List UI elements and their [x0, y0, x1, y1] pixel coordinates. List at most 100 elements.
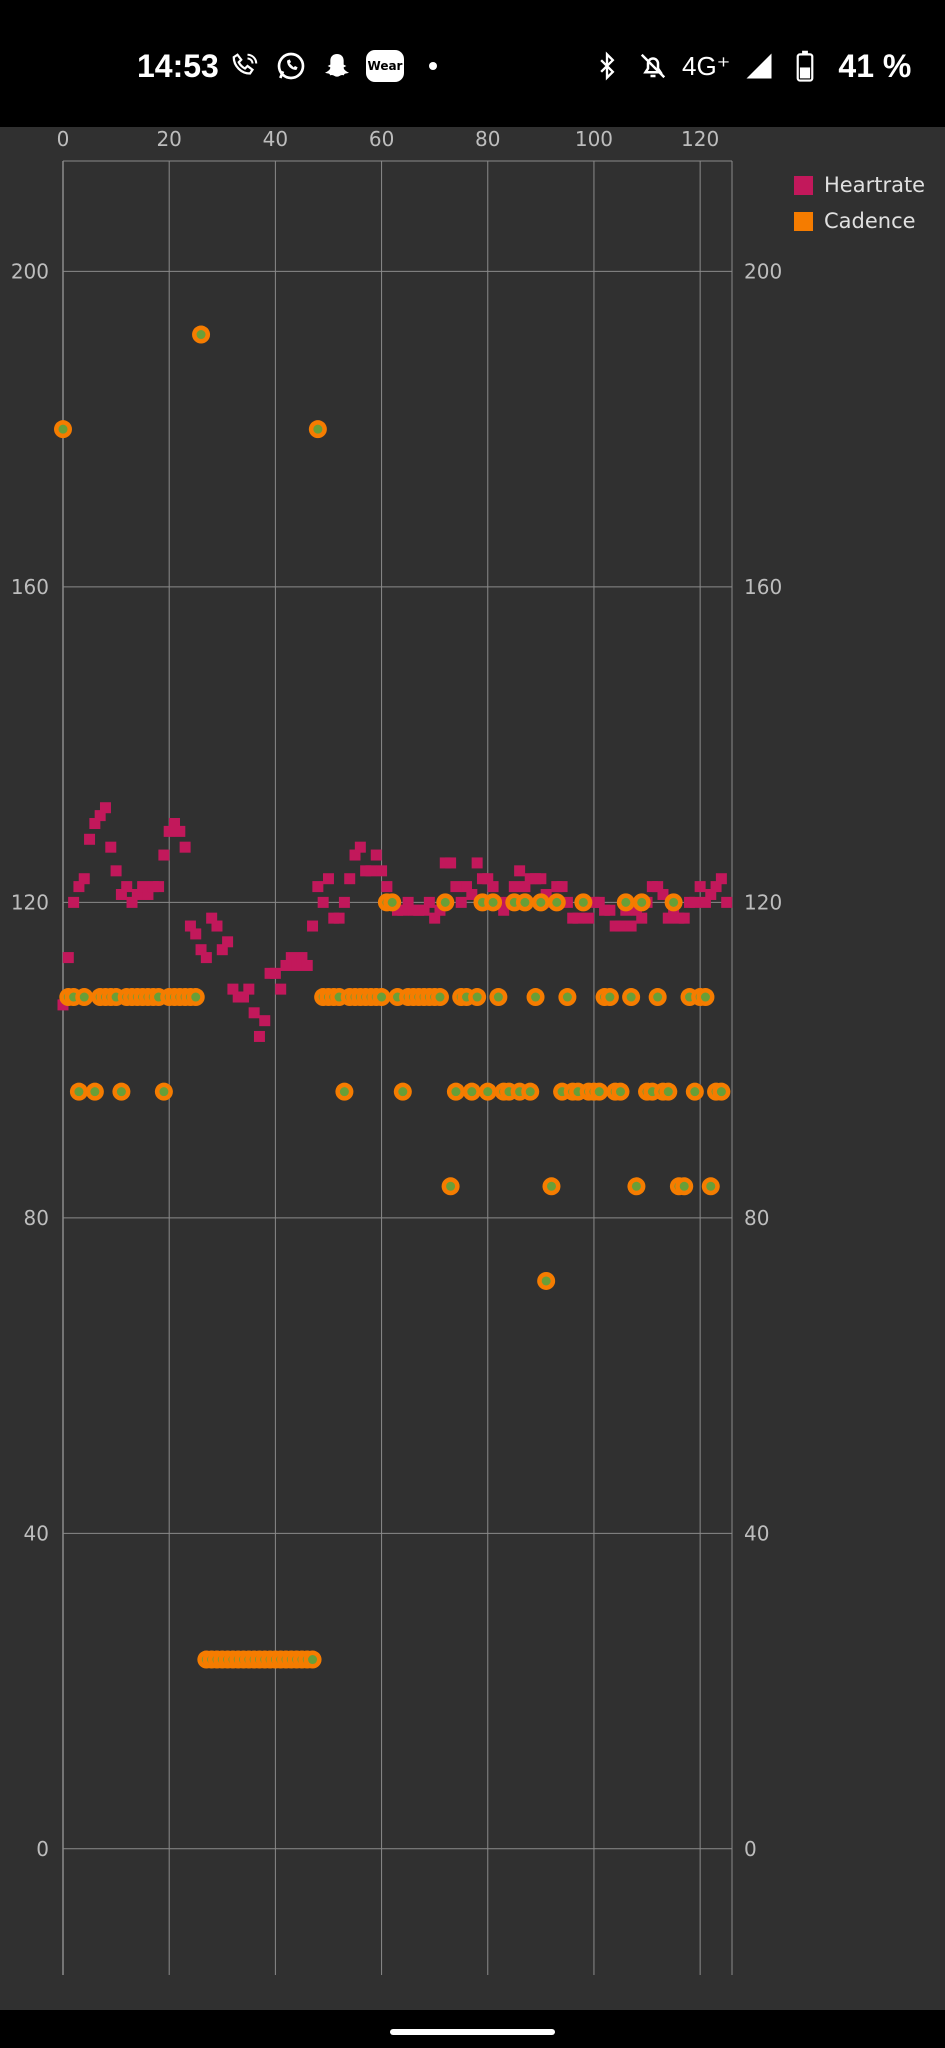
heartrate-point: [710, 881, 722, 893]
cadence-point: [192, 325, 211, 344]
heartrate-point: [338, 896, 350, 908]
heartrate-point: [354, 841, 366, 853]
cadence-point-center: [440, 897, 450, 907]
cadence-point: [675, 1177, 694, 1196]
heartrate-point: [216, 944, 228, 956]
heartrate-point: [678, 912, 690, 924]
heartrate-point: [402, 896, 414, 908]
heartrate-point: [423, 896, 435, 908]
cadence-point: [372, 988, 391, 1007]
heartrate-point: [121, 881, 133, 893]
x-tick-label: 80: [475, 127, 500, 151]
cadence-point-center: [446, 1181, 456, 1191]
cadence-point: [574, 893, 593, 912]
heartrate-point: [312, 881, 324, 893]
signal-icon: [742, 49, 776, 83]
heartrate-point: [200, 952, 212, 964]
cadence-point: [154, 1082, 173, 1101]
heartrate-point: [445, 857, 457, 869]
heartrate-point: [62, 952, 74, 964]
cadence-point-center: [116, 1087, 126, 1097]
cadence-point-center: [621, 897, 631, 907]
heartrate-point: [195, 944, 207, 956]
heartrate-point: [84, 833, 96, 845]
y-tick-label-left: 40: [24, 1521, 49, 1545]
heartrate-point: [556, 881, 568, 893]
y-tick-label-right: 0: [744, 1837, 757, 1861]
heartrate-point: [269, 967, 281, 979]
heartrate-point: [593, 896, 605, 908]
y-tick-label-left: 120: [11, 890, 49, 914]
cadence-point-center: [594, 1087, 604, 1097]
heartrate-point: [482, 873, 494, 885]
heartrate-point: [535, 873, 547, 885]
cadence-point-center: [525, 1087, 535, 1097]
heartrate-point: [381, 881, 393, 893]
cadence-point: [600, 988, 619, 1007]
cadence-point-center: [493, 992, 503, 1002]
cadence-point-center: [483, 1087, 493, 1097]
cadence-point-center: [196, 330, 206, 340]
x-tick-label: 40: [263, 127, 288, 151]
cadence-point-center: [451, 1087, 461, 1097]
cadence-point-center: [706, 1181, 716, 1191]
heartrate-point: [153, 881, 165, 893]
heartrate-point: [275, 983, 287, 995]
grid: [62, 160, 733, 1975]
cadence-point: [478, 1082, 497, 1101]
y-tick-label-right: 40: [744, 1521, 769, 1545]
cadence-point-center: [690, 1087, 700, 1097]
cadence-point: [531, 893, 550, 912]
cadence-point: [521, 1082, 540, 1101]
heartrate-point: [615, 920, 626, 932]
x-tick-label: 20: [156, 127, 181, 151]
cadence-point-center: [472, 992, 482, 1002]
cadence-point: [547, 893, 566, 912]
heartrate-point: [317, 896, 329, 908]
heartrate-point: [625, 920, 637, 932]
cadence-point-center: [74, 1087, 84, 1097]
cadence-point-center: [605, 992, 615, 1002]
cadence-point-center: [308, 1655, 318, 1665]
cadence-point: [75, 988, 94, 1007]
cadence-point: [468, 988, 487, 1007]
heartrate-point: [296, 952, 308, 964]
heartrate-point: [370, 849, 382, 861]
heartrate-point: [291, 959, 303, 971]
y-tick-label-right: 120: [744, 890, 782, 914]
heartrate-point: [73, 881, 85, 893]
home-gesture-handle[interactable]: [390, 2029, 555, 2035]
cadence-point-center: [536, 897, 546, 907]
x-tick-label: 60: [369, 127, 394, 151]
y-tick-label-left: 80: [24, 1206, 49, 1230]
cadence-point-center: [669, 897, 679, 907]
cadence-point: [436, 893, 455, 912]
cadence-point: [712, 1082, 731, 1101]
cadence-point: [664, 893, 683, 912]
cadence-point-center: [313, 424, 323, 434]
chart-area: 0 20 40 60 80 100 120 0 0 40 40 80 80 120 120 160 160 200…: [0, 127, 945, 2010]
bluetooth-icon: [590, 49, 624, 83]
heartrate-point: [68, 896, 80, 908]
heartrate-point: [110, 865, 122, 877]
heartrate-point: [99, 802, 111, 814]
cadence-point: [489, 988, 508, 1007]
heartrate-point: [715, 873, 727, 885]
legend[interactable]: Heartrate Cadence: [794, 173, 925, 233]
cadence-point-center: [637, 897, 647, 907]
cadence-point-center: [546, 1181, 556, 1191]
cadence-point-center: [562, 992, 572, 1002]
heartrate-point: [280, 959, 292, 971]
heartrate-point: [243, 983, 255, 995]
heartrate-point: [322, 873, 334, 885]
cadence-point: [558, 988, 577, 1007]
scatter-chart[interactable]: 0 20 40 60 80 100 120 0 0 40 40 80 80 120 120 160 160 200…: [0, 127, 945, 2010]
cadence-point-center: [700, 992, 710, 1002]
heartrate-point: [397, 904, 409, 916]
heartrate-point: [455, 896, 467, 908]
whatsapp-icon: [274, 49, 308, 83]
dot-icon: [416, 49, 450, 83]
heartrate-point: [721, 896, 733, 908]
heartrate-point: [508, 881, 520, 893]
y-tick-label-right: 200: [744, 259, 782, 283]
